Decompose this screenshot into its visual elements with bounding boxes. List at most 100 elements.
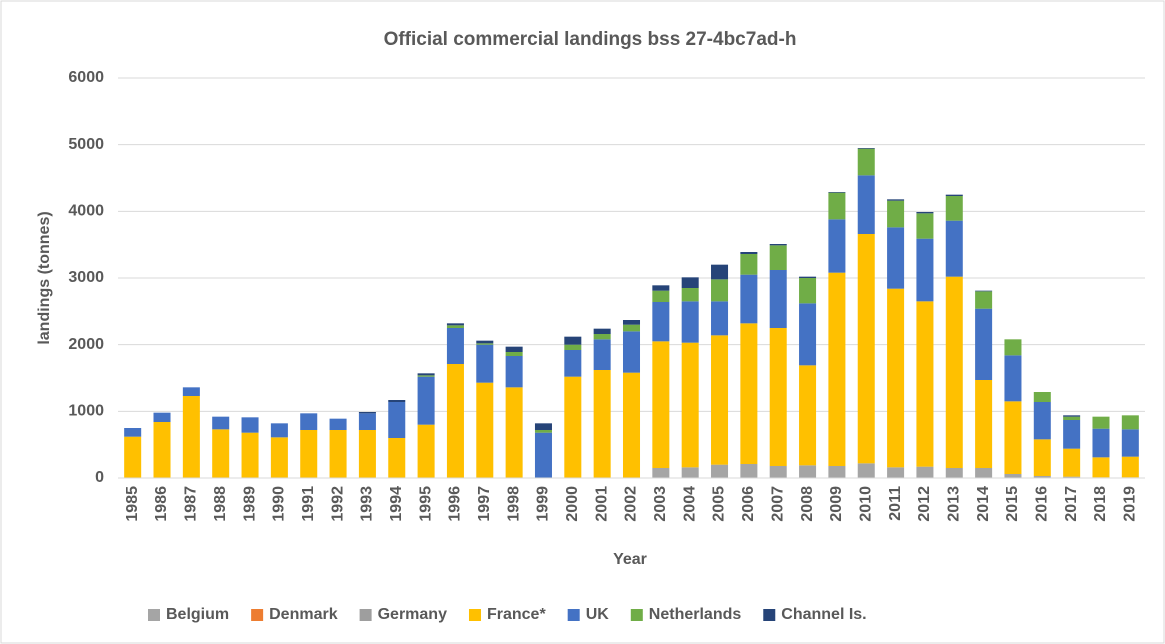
x-tick-label: 2014	[975, 486, 992, 522]
bar-segment	[417, 376, 435, 425]
y-tick-label: 1000	[68, 403, 104, 420]
bar-segment	[945, 194, 963, 196]
bar-segment	[828, 192, 846, 220]
bar-segment	[652, 302, 670, 342]
bar-segment	[887, 200, 905, 228]
x-tick-label: 2004	[681, 486, 698, 522]
x-tick-label: 1995	[417, 486, 434, 522]
x-tick-label: 1996	[447, 486, 464, 522]
x-tick-label: 1994	[388, 486, 405, 522]
y-axis-title: landings (tonnes)	[36, 211, 53, 344]
bar-segment	[182, 396, 200, 478]
bar-segment	[740, 464, 758, 478]
bar-segment	[857, 175, 875, 234]
bar-segment	[388, 400, 406, 402]
legend-swatch	[251, 609, 264, 621]
bar-segment	[417, 375, 435, 377]
bar-segment	[769, 270, 787, 328]
x-tick-label: 1986	[153, 486, 170, 522]
bar-segment	[1092, 457, 1110, 478]
legend-swatch	[567, 609, 580, 621]
bar-segment	[740, 252, 758, 254]
legend-label: Germany	[378, 606, 447, 623]
bar-segment	[740, 274, 758, 324]
bar-segment	[241, 432, 259, 478]
bar-segment	[329, 418, 347, 430]
bar-segment	[740, 254, 758, 275]
legend-swatch	[630, 609, 643, 621]
legend-label: Channel Is.	[781, 606, 866, 623]
bar-segment	[1092, 428, 1110, 458]
x-tick-label: 1993	[359, 486, 376, 522]
legend-swatch	[148, 609, 160, 621]
bar-segment	[975, 380, 993, 468]
bar-segment	[945, 468, 963, 478]
x-tick-label: 2002	[623, 486, 640, 522]
bar-segment	[124, 428, 142, 437]
bar-segment	[593, 370, 611, 478]
bar-segment	[329, 430, 347, 478]
bar-segment	[916, 213, 934, 239]
y-tick-label: 3000	[68, 269, 104, 286]
x-tick-label: 1998	[505, 486, 522, 522]
bar-segment	[1063, 416, 1081, 420]
x-tick-label: 2008	[799, 486, 816, 522]
y-tick-label: 2000	[68, 336, 104, 353]
bar-segment	[799, 465, 817, 478]
bar-segment	[593, 334, 611, 340]
bar-segment	[358, 430, 376, 478]
bar-segment	[622, 372, 641, 478]
x-tick-label: 1992	[329, 486, 346, 522]
bar-segment	[505, 387, 523, 478]
bar-segment	[564, 344, 582, 350]
bar-segment	[681, 288, 699, 302]
bar-segment	[681, 277, 699, 288]
bar-segment	[975, 468, 993, 478]
legend-label: France*	[487, 606, 546, 623]
bar-segment	[828, 219, 846, 273]
bar-segment	[476, 382, 494, 478]
bar-segment	[975, 290, 993, 292]
bar-segment	[769, 328, 787, 466]
x-tick-label: 1997	[476, 486, 493, 522]
bar-segment	[799, 303, 817, 366]
bar-segment	[1004, 339, 1022, 356]
bar-segment	[916, 238, 934, 302]
bar-segment	[652, 285, 670, 291]
bar-segment	[476, 343, 494, 345]
bar-segment	[711, 279, 729, 302]
legend-swatch	[763, 609, 776, 621]
bar-segment	[652, 468, 670, 478]
bar-segment	[1004, 401, 1022, 474]
bar-segment	[270, 437, 288, 478]
x-tick-label: 2011	[887, 486, 904, 521]
bar-segment	[975, 291, 993, 309]
bar-segment	[857, 463, 875, 478]
bar-segment	[417, 373, 435, 376]
y-tick-label: 4000	[68, 203, 104, 220]
bar-segment	[212, 416, 230, 430]
bar-segment	[916, 212, 934, 214]
bar-segment	[564, 336, 582, 345]
x-tick-label: 2000	[564, 486, 581, 522]
bar-segment	[887, 467, 905, 478]
x-tick-label: 2015	[1004, 486, 1021, 522]
bar-segment	[828, 192, 846, 193]
bar-segment	[681, 301, 699, 343]
x-tick-label: 1987	[183, 486, 200, 522]
bar-segment	[887, 288, 905, 468]
bar-segment	[916, 301, 934, 467]
legend-swatch	[359, 609, 372, 621]
legend-label: Denmark	[269, 606, 338, 623]
bar-segment	[534, 432, 552, 478]
bar-segment	[857, 234, 875, 464]
bar-segment	[887, 227, 905, 289]
y-tick-label: 6000	[68, 69, 104, 86]
bar-segment	[799, 278, 817, 304]
bar-segment	[593, 339, 611, 370]
bar-segment	[1092, 416, 1110, 429]
bar-segment	[828, 466, 846, 478]
bar-segment	[1033, 392, 1051, 402]
x-tick-label: 2018	[1092, 486, 1109, 522]
